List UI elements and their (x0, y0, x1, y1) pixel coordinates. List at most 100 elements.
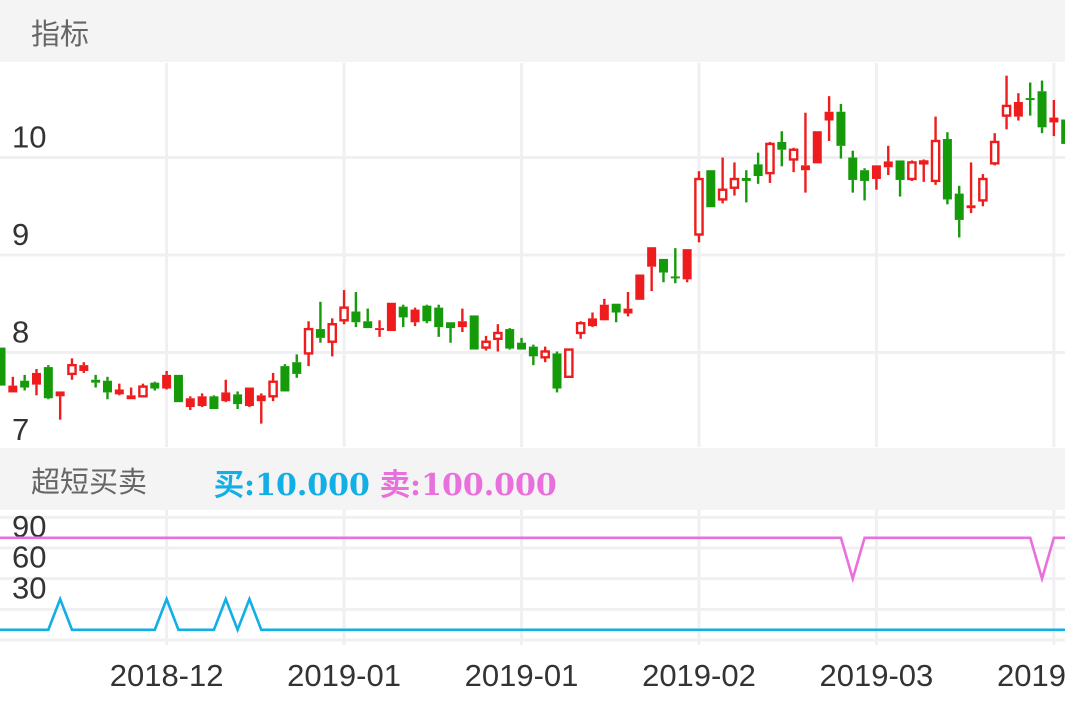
candle-body (729, 177, 740, 189)
candle-body (91, 379, 101, 383)
candle-body (800, 165, 810, 171)
candle (422, 304, 432, 324)
candle-body (280, 366, 290, 392)
candle (162, 370, 172, 390)
price-tick-label: 10 (12, 120, 46, 155)
candle-body (268, 380, 278, 398)
sub-chart-header: 超短买卖 买:10.000 卖:100.000 (0, 448, 1065, 510)
candle-body (528, 346, 538, 357)
candle (907, 160, 917, 181)
candle (954, 185, 964, 238)
candle (138, 383, 148, 398)
candle-body (233, 394, 243, 405)
candle (398, 304, 408, 328)
candle-body (505, 329, 515, 349)
candle-body (706, 170, 716, 208)
candle (173, 374, 183, 403)
candle-body (635, 274, 645, 300)
x-tick-label: 2019-02 (642, 658, 756, 693)
candle (315, 301, 325, 343)
candle (79, 362, 89, 373)
candle-body (256, 395, 266, 402)
candle (741, 170, 751, 203)
candle (268, 372, 278, 402)
candle-body (375, 328, 385, 331)
candle-body (150, 382, 160, 389)
candle (540, 346, 550, 363)
candle (197, 393, 207, 408)
candle-body (1037, 91, 1047, 128)
candle (303, 321, 314, 367)
candle-body (0, 347, 6, 386)
candle-body (102, 380, 112, 393)
candle (623, 292, 633, 317)
candle (20, 374, 30, 391)
candle-body (694, 177, 704, 236)
candle (8, 376, 18, 393)
candle-body (20, 380, 30, 388)
candle-body (434, 307, 444, 328)
candle-body (79, 365, 89, 371)
candle (1001, 75, 1012, 130)
candle (481, 335, 491, 351)
candle-body (481, 340, 491, 349)
candle (517, 337, 527, 350)
candle (528, 344, 538, 366)
candle (102, 376, 112, 400)
candle (824, 96, 834, 141)
candle-body (327, 323, 338, 343)
candle-body (457, 321, 467, 328)
candle (126, 387, 136, 400)
candle (777, 131, 787, 167)
candle-body (8, 385, 18, 393)
candle (836, 103, 846, 159)
candle-body (173, 374, 183, 403)
candle (883, 145, 893, 176)
candle (670, 248, 680, 284)
x-tick-label: 2019-03 (997, 658, 1065, 693)
candle (327, 318, 338, 357)
candle (871, 165, 881, 190)
candle (753, 152, 763, 184)
candle-body (351, 311, 361, 323)
candle (942, 132, 952, 205)
candle (694, 171, 704, 243)
candle-body (954, 193, 964, 220)
candle (446, 322, 456, 343)
indicator-title: 指标 (31, 17, 90, 51)
candle (599, 298, 609, 321)
candle (375, 320, 385, 337)
candle-body (647, 247, 657, 267)
candle (469, 315, 479, 350)
candle-body (1025, 98, 1035, 101)
candle (706, 170, 716, 208)
candle (434, 304, 444, 337)
sell-line (0, 536, 1065, 584)
candle-body (611, 303, 621, 313)
candle-body (575, 322, 586, 335)
candle-body (564, 348, 574, 379)
candle-body (588, 318, 597, 327)
candle-body (363, 321, 373, 329)
price-tick-label: 7 (12, 412, 29, 447)
candle-body (55, 391, 65, 397)
candle (978, 174, 988, 207)
candle (185, 396, 195, 410)
candle-body (422, 305, 432, 322)
candle (256, 393, 266, 424)
candle (989, 133, 1000, 166)
candle (410, 307, 420, 327)
buy-line (0, 595, 1065, 634)
candle-body (244, 387, 254, 407)
candle (682, 249, 692, 283)
x-tick-label: 2019-03 (820, 658, 934, 693)
candle-body (469, 315, 479, 350)
candle-body (682, 249, 692, 280)
candle (717, 157, 728, 204)
indicator-tick-label: 60 (12, 540, 46, 575)
candle-body (848, 157, 858, 180)
candle (800, 112, 810, 193)
candle (292, 354, 302, 378)
candle-body (493, 331, 503, 340)
